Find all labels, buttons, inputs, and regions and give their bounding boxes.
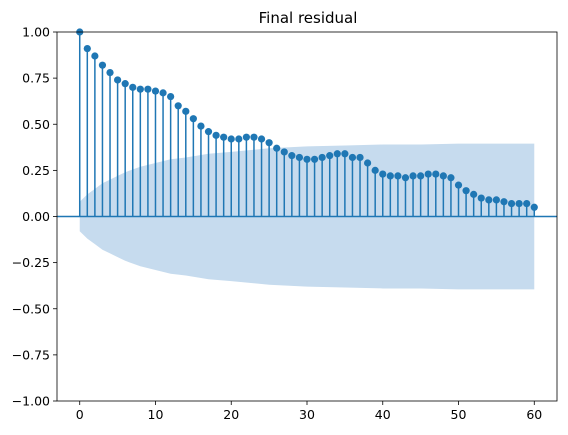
stem-marker xyxy=(204,128,213,136)
stem-marker xyxy=(523,199,531,208)
x-tick-label: 40 xyxy=(375,407,391,422)
stem-marker xyxy=(220,133,228,141)
stem-marker xyxy=(129,83,137,91)
stem-marker xyxy=(462,187,470,195)
stem-marker xyxy=(326,152,334,160)
stem-marker xyxy=(477,194,485,202)
stem-marker xyxy=(424,170,432,178)
x-tick-label: 30 xyxy=(299,407,315,422)
stem-marker xyxy=(515,199,523,208)
y-tick-label: −0.50 xyxy=(12,301,50,316)
stem-marker xyxy=(182,107,190,115)
y-tick-label: 0.25 xyxy=(22,163,50,178)
stem-marker xyxy=(212,131,220,139)
stem-marker xyxy=(417,172,425,180)
stem-marker xyxy=(273,144,281,152)
stem-marker xyxy=(136,85,144,93)
y-tick-label: 0.50 xyxy=(22,117,50,132)
stem-marker xyxy=(83,45,91,53)
stem-marker xyxy=(167,92,175,101)
stem-marker xyxy=(492,196,500,204)
stem-marker xyxy=(144,85,152,93)
stem-marker xyxy=(151,87,160,95)
stem-marker xyxy=(530,203,538,211)
stem-marker xyxy=(500,198,508,206)
x-tick-label: 50 xyxy=(451,407,467,422)
stem-marker xyxy=(280,148,288,156)
stem-marker xyxy=(106,68,114,77)
x-tick-label: 20 xyxy=(223,407,239,422)
stem-marker xyxy=(318,153,326,162)
stem-marker xyxy=(401,174,410,182)
stem-marker xyxy=(386,172,394,180)
stem-marker xyxy=(310,155,319,163)
y-tick-label: −1.00 xyxy=(12,394,50,409)
stem-marker xyxy=(242,133,250,141)
stem-marker xyxy=(439,172,447,180)
stem-marker xyxy=(91,52,99,60)
stem-marker xyxy=(235,135,243,143)
y-tick-label: −0.25 xyxy=(12,255,50,270)
x-tick-label: 0 xyxy=(76,407,84,422)
stem-marker xyxy=(174,102,182,110)
stem-marker xyxy=(507,199,516,208)
stem-marker xyxy=(432,170,440,178)
stem-marker xyxy=(454,181,463,189)
stem-marker xyxy=(348,153,357,162)
stem-marker xyxy=(265,139,273,147)
stem-marker xyxy=(394,172,402,180)
y-tick-label: 0.00 xyxy=(22,209,50,224)
stem-marker xyxy=(364,159,372,167)
stem-marker xyxy=(227,135,235,143)
stem-marker xyxy=(197,122,205,130)
stem-marker xyxy=(288,152,296,160)
plot-area: −1.00 −0.75 −0.50 −0.25 0.00 0.25 0.50 0.75 1.00… xyxy=(12,25,558,422)
stem-marker xyxy=(333,150,341,158)
stem-marker xyxy=(295,153,304,162)
stem-marker xyxy=(250,133,258,141)
stem-marker xyxy=(98,61,107,69)
y-tick-label: −0.75 xyxy=(12,347,50,362)
stem-marker xyxy=(114,76,122,84)
stem-marker xyxy=(341,150,349,158)
stem-marker xyxy=(485,196,493,204)
x-tick-label: 60 xyxy=(526,407,542,422)
y-tick-label: 0.75 xyxy=(22,71,50,86)
stem-marker xyxy=(409,172,417,180)
stem-marker xyxy=(189,115,197,123)
stem-marker xyxy=(470,190,478,198)
x-tick-label: 10 xyxy=(148,407,164,422)
stem-marker xyxy=(356,153,364,162)
stem-marker xyxy=(257,135,266,143)
chart-title: Final residual xyxy=(259,9,358,27)
stem-marker xyxy=(379,170,387,178)
y-tick-label: 1.00 xyxy=(22,25,50,40)
stem-marker xyxy=(121,80,129,88)
stem-marker xyxy=(159,89,167,97)
stem-marker xyxy=(303,155,311,163)
stem-marker xyxy=(371,166,379,174)
stem-marker xyxy=(447,174,455,182)
